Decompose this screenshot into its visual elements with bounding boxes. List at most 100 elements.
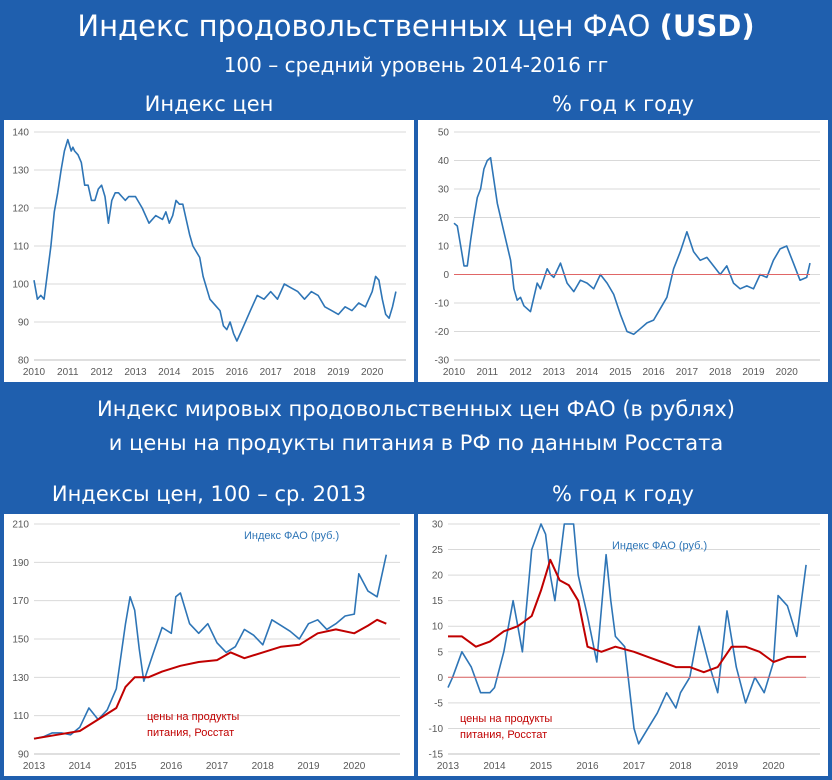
y-tick-label: 190 xyxy=(12,558,29,569)
y-tick-label: -5 xyxy=(434,698,443,709)
y-tick-label: 0 xyxy=(443,270,449,281)
x-tick-label: 2014 xyxy=(576,367,599,378)
legend-fao: Индекс ФАО (руб.) xyxy=(612,540,707,552)
y-tick-label: 40 xyxy=(438,156,450,167)
x-tick-label: 2015 xyxy=(192,367,215,378)
x-tick-label: 2015 xyxy=(530,761,553,772)
y-tick-label: 25 xyxy=(432,545,444,556)
x-tick-label: 2016 xyxy=(160,761,183,772)
x-tick-label: 2017 xyxy=(676,367,699,378)
x-tick-label: 2015 xyxy=(114,761,137,772)
x-tick-label: 2010 xyxy=(443,367,466,378)
x-tick-label: 2013 xyxy=(124,367,147,378)
y-tick-label: 30 xyxy=(438,185,450,196)
y-tick-label: 20 xyxy=(438,213,450,224)
chart-yoy-rub: -15 -10 -5 0 5 10 15 20 25 30 2013 2014 2015 2016 2017… xyxy=(429,520,820,772)
series-line-0 xyxy=(447,523,807,745)
y-tick-label: 5 xyxy=(437,647,443,658)
y-tick-label: 110 xyxy=(13,711,29,722)
section2-line1: Индекс мировых продовольственных цен ФАО… xyxy=(97,397,735,421)
series-line-1 xyxy=(448,558,807,674)
x-tick-label: 2014 xyxy=(69,761,92,772)
panel4: -15 -10 -5 0 5 10 15 20 25 30 2013 2014 2015 2016 2017… xyxy=(418,514,828,776)
x-tick-label: 2020 xyxy=(361,367,384,378)
y-tick-label: -30 xyxy=(435,356,450,367)
y-tick-label: 30 xyxy=(432,520,444,531)
y-tick-label: -20 xyxy=(435,327,450,338)
y-tick-label: 210 xyxy=(12,520,29,531)
series-line-0 xyxy=(453,156,811,336)
panel4-title: % год к году xyxy=(552,482,694,506)
y-tick-label: -10 xyxy=(435,299,450,310)
y-tick-label: 90 xyxy=(18,318,30,329)
x-tick-label: 2012 xyxy=(91,367,114,378)
x-tick-label: 2010 xyxy=(23,367,46,378)
x-tick-label: 2017 xyxy=(623,761,646,772)
x-tick-label: 2018 xyxy=(669,761,692,772)
x-tick-label: 2020 xyxy=(762,761,785,772)
y-tick-label: 20 xyxy=(432,571,444,582)
chart-yoy-usd: -30 -20 -10 0 10 20 30 40 50 2010 2011 2012 2013 2014… xyxy=(435,128,820,378)
x-tick-label: 2018 xyxy=(709,367,732,378)
x-tick-label: 2018 xyxy=(252,761,275,772)
y-tick-label: 50 xyxy=(438,128,450,139)
main-title-currency: (USD) xyxy=(659,9,755,43)
x-tick-label: 2013 xyxy=(23,761,46,772)
y-tick-label: -10 xyxy=(429,724,444,735)
panel1-title: Индекс цен xyxy=(144,92,274,116)
y-tick-label: 140 xyxy=(12,128,29,139)
x-tick-label: 2014 xyxy=(483,761,506,772)
x-tick-label: 2012 xyxy=(509,367,532,378)
main-subtitle: 100 – средний уровень 2014-2016 гг xyxy=(223,53,609,77)
x-tick-label: 2020 xyxy=(776,367,799,378)
y-tick-label: 130 xyxy=(12,673,29,684)
x-tick-label: 2011 xyxy=(477,367,499,378)
panel1: 80 90 100 110 120 130 140 2010 2011 2012 2013 2014 2… xyxy=(4,120,414,382)
y-tick-label: 0 xyxy=(437,673,443,684)
x-tick-label: 2019 xyxy=(716,761,739,772)
y-tick-label: 170 xyxy=(12,596,29,607)
y-tick-label: 15 xyxy=(432,596,444,607)
x-tick-label: 2016 xyxy=(226,367,249,378)
legend-rosstat-line2: питания, Росстат xyxy=(460,729,547,741)
legend-fao: Индекс ФАО (руб.) xyxy=(244,530,339,542)
x-tick-label: 2016 xyxy=(643,367,666,378)
x-tick-label: 2017 xyxy=(206,761,229,772)
legend-rosstat-line1: цены на продукты xyxy=(460,713,552,725)
y-tick-label: 130 xyxy=(12,166,29,177)
y-tick-label: 100 xyxy=(12,280,29,291)
panel3: 90 110 130 150 170 190 210 2013 2014 2015 2016 2017… xyxy=(4,514,414,776)
panel2: -30 -20 -10 0 10 20 30 40 50 2010 2011 2012 2013 2014… xyxy=(418,120,828,382)
x-tick-label: 2011 xyxy=(57,367,79,378)
main-title-text: Индекс продовольственных цен ФАО xyxy=(77,9,651,43)
chart-price-index-usd: 80 90 100 110 120 130 140 2010 2011 2012 2013 2014 2… xyxy=(12,128,406,378)
x-tick-label: 2013 xyxy=(543,367,566,378)
series-line-0 xyxy=(33,138,397,342)
y-tick-label: -15 xyxy=(429,750,444,761)
y-tick-label: 120 xyxy=(12,204,29,215)
panel3-title: Индексы цен, 100 – ср. 2013 xyxy=(51,482,367,506)
x-tick-label: 2016 xyxy=(576,761,599,772)
legend-rosstat-line2: питания, Росстат xyxy=(147,727,234,739)
x-tick-label: 2019 xyxy=(327,367,350,378)
y-tick-label: 90 xyxy=(18,750,30,761)
x-tick-label: 2013 xyxy=(437,761,460,772)
y-tick-label: 110 xyxy=(13,242,29,253)
x-tick-label: 2018 xyxy=(293,367,316,378)
main-title: Индекс продовольственных цен ФАО (USD) xyxy=(0,6,832,46)
y-tick-label: 150 xyxy=(12,635,29,646)
section2-line2: и цены на продукты питания в РФ по данны… xyxy=(108,431,724,455)
x-tick-label: 2019 xyxy=(297,761,320,772)
y-tick-label: 80 xyxy=(18,356,30,367)
x-tick-label: 2017 xyxy=(260,367,283,378)
x-tick-label: 2019 xyxy=(742,367,765,378)
x-tick-label: 2020 xyxy=(343,761,366,772)
chart-price-index-rub: 90 110 130 150 170 190 210 2013 2014 2015 2016 2017… xyxy=(12,520,400,772)
series-line-1 xyxy=(33,618,387,740)
y-tick-label: 10 xyxy=(438,242,450,253)
x-tick-label: 2014 xyxy=(158,367,181,378)
y-tick-label: 10 xyxy=(432,622,444,633)
x-tick-label: 2015 xyxy=(609,367,632,378)
panel2-title: % год к году xyxy=(552,92,694,116)
legend-rosstat-line1: цены на продукты xyxy=(147,711,239,723)
